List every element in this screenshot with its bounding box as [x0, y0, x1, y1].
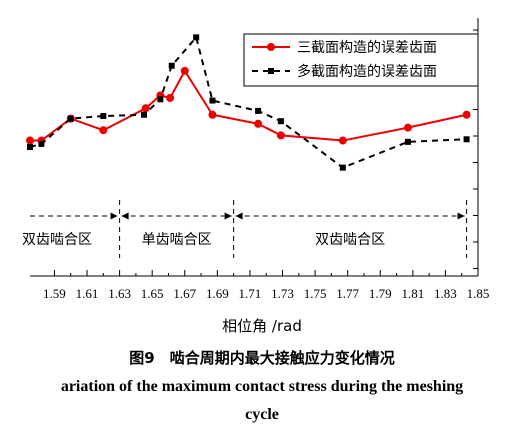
legend-marker-series-1 — [267, 43, 275, 51]
data-point-series-2 — [67, 115, 74, 122]
x-tick-label: 1.59 — [43, 286, 66, 301]
x-tick-label: 1.73 — [271, 286, 294, 301]
x-axis: 1.59 1.61 1.63 1.65 1.67 1.69 1.71 1.73 1.75 1.77… — [43, 270, 489, 301]
x-tick-label: 1.67 — [173, 286, 196, 301]
arrow-left-icon — [121, 212, 129, 220]
x-tick-label: 1.81 — [401, 286, 424, 301]
x-tick-label: 1.83 — [434, 286, 457, 301]
data-point-series-2 — [193, 34, 200, 41]
legend-entry-series-1: 三截面构造的误差齿面 — [297, 40, 437, 56]
data-point-series-2 — [168, 62, 175, 69]
legend: 三截面构造的误差齿面 多截面构造的误差齿面 — [243, 33, 479, 87]
data-point-series-1 — [276, 131, 285, 140]
x-tick-label: 1.61 — [76, 286, 99, 301]
legend-entry-series-2: 多截面构造的误差齿面 — [297, 63, 437, 80]
data-point-series-1 — [166, 93, 175, 102]
legend-marker-series-2 — [268, 68, 274, 74]
arrow-right-icon — [110, 212, 118, 220]
arrow-left-icon — [235, 212, 243, 220]
region-label: 单齿啮合区 — [142, 232, 212, 248]
data-point-series-2 — [277, 118, 284, 125]
data-point-series-2 — [404, 138, 411, 145]
data-point-series-1 — [254, 119, 263, 128]
x-tick-label: 1.65 — [141, 286, 164, 301]
data-point-series-2 — [141, 111, 148, 118]
data-point-series-1 — [141, 104, 150, 113]
figure-caption-cn: 图9 啮合周期内最大接触应力变化情况 — [129, 349, 395, 367]
series-line-2 — [29, 35, 467, 169]
data-point-series-2 — [339, 164, 346, 171]
data-point-series-1 — [403, 123, 412, 132]
data-point-series-2 — [27, 144, 33, 150]
x-tick-label: 1.85 — [467, 286, 490, 301]
data-point-series-2 — [157, 96, 164, 103]
data-point-series-1 — [208, 110, 217, 119]
x-tick-label: 1.71 — [239, 286, 262, 301]
x-tick-label: 1.77 — [336, 286, 359, 301]
figure-caption-en: ariation of the maximum contact stress d… — [60, 378, 464, 395]
data-point-series-1 — [26, 136, 34, 145]
data-point-series-1 — [180, 66, 189, 75]
region-label: 双齿啮合区 — [315, 232, 385, 248]
figure-caption-en-continued: cycle — [245, 406, 279, 423]
data-point-series-1 — [338, 136, 347, 145]
arrow-right-icon — [224, 212, 232, 220]
meshing-regions: 双齿啮合区 单齿啮合区 双齿啮合区 — [22, 200, 468, 258]
data-point-series-2 — [255, 107, 262, 114]
x-axis-label: 相位角 /rad — [222, 317, 302, 335]
x-tick-label: 1.75 — [304, 286, 327, 301]
data-point-series-2 — [463, 136, 470, 143]
series-line-1 — [30, 68, 467, 142]
x-tick-label: 1.69 — [206, 286, 229, 301]
data-point-series-1 — [462, 110, 471, 119]
data-point-series-2 — [38, 140, 45, 147]
data-point-series-2 — [209, 97, 216, 104]
x-tick-label: 1.79 — [369, 286, 392, 301]
data-point-series-2 — [100, 113, 107, 120]
legend-box — [243, 33, 479, 87]
arrow-right-icon — [457, 212, 465, 220]
region-label: 双齿啮合区 — [22, 232, 92, 248]
series-layer — [26, 34, 471, 171]
x-tick-label: 1.63 — [108, 286, 131, 301]
data-point-series-1 — [99, 126, 108, 135]
